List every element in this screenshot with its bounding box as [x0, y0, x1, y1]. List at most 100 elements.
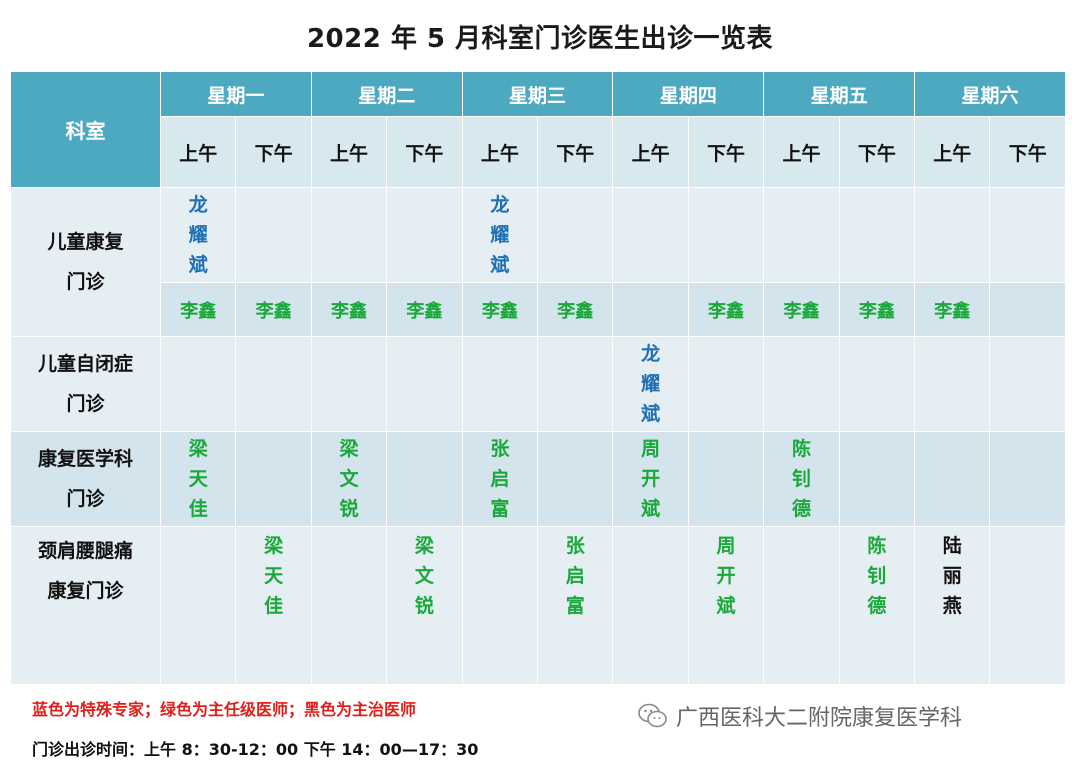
doctor-name: 梁天佳 — [264, 535, 284, 617]
schedule-cell — [914, 187, 991, 283]
schedule-cell — [914, 336, 991, 432]
doctor-name: 李鑫 — [708, 300, 745, 322]
schedule-cell — [687, 431, 765, 527]
doctor-name: 梁文锐 — [414, 535, 434, 617]
doctor-name: 李鑫 — [255, 300, 292, 322]
schedule-cell: 梁文锐 — [310, 431, 388, 527]
schedule-cell: 陈钊德 — [838, 526, 916, 685]
schedule-cell: 张启富 — [537, 526, 614, 685]
schedule-cell — [612, 526, 689, 685]
color-legend: 蓝色为特殊专家；绿色为主任级医师；黑色为主治医师 — [32, 700, 417, 719]
doctor-name: 龙耀斌 — [490, 194, 510, 276]
dept-label-line2: 门诊 — [66, 271, 105, 293]
doctor-name: 李鑫 — [783, 300, 820, 322]
schedule-cell — [235, 187, 312, 283]
schedule-cell — [989, 431, 1066, 527]
schedule-cell — [310, 336, 388, 432]
schedule-cell: 梁天佳 — [235, 526, 312, 685]
am-header: 上午 — [763, 116, 840, 188]
schedule-cell — [687, 187, 765, 283]
schedule-cell: 李鑫 — [386, 282, 463, 337]
schedule-cell: 龙耀斌 — [461, 187, 539, 283]
schedule-cell — [310, 187, 388, 283]
wechat-icon — [638, 703, 667, 728]
schedule-cell — [612, 282, 689, 337]
doctor-name: 李鑫 — [858, 300, 895, 322]
schedule-cell — [461, 336, 539, 432]
pm-header: 下午 — [235, 116, 312, 188]
dept-label-line2: 门诊 — [66, 393, 105, 415]
schedule-cell — [838, 336, 916, 432]
doctor-name: 李鑫 — [180, 300, 217, 322]
schedule-cell: 周开斌 — [687, 526, 765, 685]
dept-rehab-medicine: 康复医学科 门诊 — [10, 431, 161, 527]
schedule-cell — [537, 336, 614, 432]
day-header-mon: 星期一 — [160, 71, 312, 117]
pm-header: 下午 — [687, 116, 765, 188]
schedule-cell — [989, 526, 1066, 685]
schedule-cell — [310, 526, 388, 685]
schedule-cell: 李鑫 — [310, 282, 388, 337]
schedule-cell — [687, 336, 765, 432]
doctor-name: 陈钊德 — [791, 438, 811, 520]
schedule-cell — [386, 187, 463, 283]
schedule-cell: 李鑫 — [159, 282, 237, 337]
dept-label-line1: 颈肩腰腿痛 — [37, 540, 133, 562]
pm-header: 下午 — [537, 116, 614, 188]
doctor-name: 周开斌 — [716, 535, 736, 617]
doctor-name: 龙耀斌 — [188, 194, 208, 276]
schedule-cell: 李鑫 — [914, 282, 991, 337]
schedule-cell: 陈钊德 — [763, 431, 840, 527]
schedule-cell — [989, 336, 1066, 432]
dept-label-line2: 康复门诊 — [47, 580, 124, 602]
pm-header: 下午 — [838, 116, 916, 188]
clinic-hours: 门诊出诊时间：上午 8：30-12：00 下午 14：00—17：30 — [32, 740, 479, 759]
schedule-cell — [612, 187, 689, 283]
day-header-fri: 星期五 — [763, 71, 916, 117]
am-header: 上午 — [914, 116, 991, 188]
doctor-name: 陈钊德 — [867, 535, 887, 617]
schedule-cell: 李鑫 — [763, 282, 840, 337]
day-header-thu: 星期四 — [612, 71, 765, 117]
schedule-cell: 李鑫 — [687, 282, 765, 337]
doctor-name: 李鑫 — [557, 300, 594, 322]
schedule-cell — [537, 187, 614, 283]
schedule-cell: 李鑫 — [235, 282, 312, 337]
schedule-cell: 李鑫 — [537, 282, 614, 337]
schedule-cell: 张启富 — [461, 431, 539, 527]
schedule-cell — [989, 282, 1066, 337]
account-name: 广西医科大二附院康复医学科 — [676, 706, 963, 731]
schedule-table: 科室 星期一 星期二 星期三 星期四 星期五 星期六 上午 下午 上午 下午 上… — [10, 71, 1066, 685]
dept-column-header: 科室 — [10, 71, 161, 188]
schedule-cell — [914, 431, 991, 527]
schedule-cell: 龙耀斌 — [612, 336, 689, 432]
day-header-wed: 星期三 — [461, 71, 614, 117]
schedule-cell — [235, 431, 312, 527]
schedule-cell: 周开斌 — [612, 431, 689, 527]
schedule-cell: 龙耀斌 — [159, 187, 237, 283]
schedule-cell: 陆丽燕 — [914, 526, 991, 685]
doctor-name: 李鑫 — [406, 300, 443, 322]
dept-label-line2: 门诊 — [66, 488, 105, 510]
doctor-name: 周开斌 — [641, 438, 661, 520]
schedule-cell — [989, 187, 1066, 283]
dept-autism: 儿童自闭症 门诊 — [10, 336, 161, 432]
schedule-cell: 李鑫 — [838, 282, 916, 337]
doctor-name: 梁天佳 — [188, 438, 208, 520]
schedule-cell: 李鑫 — [461, 282, 539, 337]
schedule-cell — [763, 187, 840, 283]
doctor-name: 张启富 — [565, 535, 585, 617]
doctor-name: 梁文锐 — [339, 438, 359, 520]
schedule-cell — [537, 431, 614, 527]
schedule-cell — [159, 526, 237, 685]
schedule-cell — [386, 336, 463, 432]
day-header-sat: 星期六 — [914, 71, 1066, 117]
day-header-tue: 星期二 — [310, 71, 463, 117]
doctor-name: 李鑫 — [934, 300, 971, 322]
doctor-name: 李鑫 — [331, 300, 368, 322]
dept-child-rehab: 儿童康复 门诊 — [10, 187, 161, 337]
doctor-name: 张启富 — [490, 438, 510, 520]
am-header: 上午 — [310, 116, 388, 188]
schedule-cell — [838, 431, 916, 527]
schedule-cell — [763, 526, 840, 685]
